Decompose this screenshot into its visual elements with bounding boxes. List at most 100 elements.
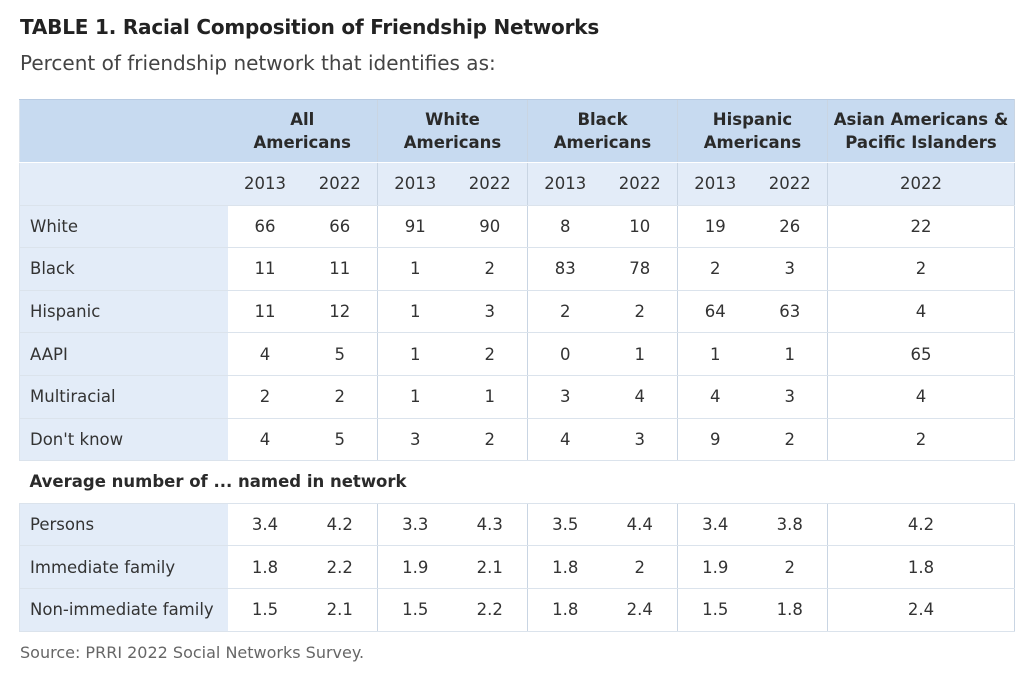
table-row: AAPI 4 5 1 2 0 1 1 1 65 <box>19 332 1015 376</box>
table-cell: 2.4 <box>827 588 1015 632</box>
year-header: 2013 <box>227 162 303 206</box>
table-cell: 1.9 <box>677 545 753 589</box>
year-header: 2022 <box>302 162 378 206</box>
table-cell: 11 <box>302 247 378 291</box>
table-cell: 4 <box>827 290 1015 334</box>
table-cell: 4 <box>827 375 1015 419</box>
table-cell: 3.4 <box>227 503 303 547</box>
table-cell: 3 <box>527 375 603 419</box>
table-cell: 3.4 <box>677 503 753 547</box>
section-header-row: Average number of ... named in network <box>19 460 1015 504</box>
table-cell: 3.8 <box>752 503 828 547</box>
table-cell: 4.2 <box>827 503 1015 547</box>
table-cell: 3.3 <box>377 503 453 547</box>
table-cell: 5 <box>302 418 378 462</box>
table-cell: 3 <box>377 418 453 462</box>
group-header-black: Black Americans <box>527 99 678 163</box>
row-label: Multiracial <box>19 375 228 419</box>
table-row: Multiracial 2 2 1 1 3 4 4 3 4 <box>19 375 1015 419</box>
table-cell: 8 <box>527 205 603 249</box>
table-cell: 2.2 <box>452 588 528 632</box>
table-cell: 1.5 <box>227 588 303 632</box>
table-cell: 5 <box>302 332 378 376</box>
table-cell: 4 <box>227 332 303 376</box>
table-cell: 1 <box>377 290 453 334</box>
group-header-all: All Americans <box>227 99 378 163</box>
table-cell: 2.2 <box>302 545 378 589</box>
year-header: 2022 <box>827 162 1015 206</box>
table-cell: 4.4 <box>602 503 678 547</box>
year-header: 2022 <box>602 162 678 206</box>
composition-rows: White 66 66 91 90 8 10 19 26 22 Black 11 11 1 2 83 78 2 3 2… <box>19 205 1015 462</box>
table-cell: 1.8 <box>827 545 1015 589</box>
table-cell: 2 <box>452 247 528 291</box>
table-cell: 0 <box>527 332 603 376</box>
table-cell: 1 <box>377 247 453 291</box>
header-corner <box>19 99 228 163</box>
table-cell: 1 <box>452 375 528 419</box>
table-cell: 2 <box>227 375 303 419</box>
year-header: 2022 <box>752 162 828 206</box>
row-label: Don't know <box>19 418 228 462</box>
year-header-corner <box>19 162 228 206</box>
table-cell: 1.8 <box>527 588 603 632</box>
table-cell: 1.8 <box>227 545 303 589</box>
table-cell: 1.5 <box>677 588 753 632</box>
row-label: Hispanic <box>19 290 228 334</box>
table-cell: 26 <box>752 205 828 249</box>
table-cell: 64 <box>677 290 753 334</box>
table-cell: 2 <box>452 418 528 462</box>
table-row: White 66 66 91 90 8 10 19 26 22 <box>19 205 1015 249</box>
table-row: Persons 3.4 4.2 3.3 4.3 3.5 4.4 3.4 3.8 4.2 <box>19 503 1015 547</box>
source-note: Source: PRRI 2022 Social Networks Survey… <box>20 643 365 662</box>
table-cell: 63 <box>752 290 828 334</box>
table-cell: 1.8 <box>752 588 828 632</box>
friendship-network-table: All Americans White Americans Black Amer… <box>19 99 1015 632</box>
year-header: 2022 <box>452 162 528 206</box>
table-cell: 2.1 <box>302 588 378 632</box>
table-cell: 11 <box>227 290 303 334</box>
table-row: Black 11 11 1 2 83 78 2 3 2 <box>19 247 1015 291</box>
table-cell: 19 <box>677 205 753 249</box>
table-cell: 66 <box>227 205 303 249</box>
row-label: White <box>19 205 228 249</box>
table-cell: 1.8 <box>527 545 603 589</box>
table-cell: 4 <box>602 375 678 419</box>
row-label: Immediate family <box>19 545 228 589</box>
table-cell: 22 <box>827 205 1015 249</box>
table-cell: 83 <box>527 247 603 291</box>
row-label: Black <box>19 247 228 291</box>
table-cell: 2 <box>677 247 753 291</box>
table-cell: 91 <box>377 205 453 249</box>
table-cell: 65 <box>827 332 1015 376</box>
table-cell: 12 <box>302 290 378 334</box>
table-cell: 3 <box>752 375 828 419</box>
table-cell: 3.5 <box>527 503 603 547</box>
table-cell: 78 <box>602 247 678 291</box>
group-header-row: All Americans White Americans Black Amer… <box>19 99 1015 163</box>
year-header: 2013 <box>527 162 603 206</box>
table-cell: 9 <box>677 418 753 462</box>
table-subtitle: Percent of friendship network that ident… <box>20 51 496 75</box>
table-cell: 11 <box>227 247 303 291</box>
row-label: Non-immediate family <box>19 588 228 632</box>
year-header-row: 2013 2022 2013 2022 2013 2022 2013 2022 … <box>19 162 1015 206</box>
group-header-white: White Americans <box>377 99 528 163</box>
table-row: Hispanic 11 12 1 3 2 2 64 63 4 <box>19 290 1015 334</box>
row-label: AAPI <box>19 332 228 376</box>
table-cell: 2 <box>452 332 528 376</box>
table-cell: 1 <box>377 332 453 376</box>
section-label: Average number of ... named in network <box>19 460 1015 504</box>
table-cell: 4 <box>227 418 303 462</box>
year-header: 2013 <box>677 162 753 206</box>
table-title: TABLE 1. Racial Composition of Friendshi… <box>20 15 600 39</box>
table-row: Non-immediate family 1.5 2.1 1.5 2.2 1.8 2.4 1.… <box>19 588 1015 632</box>
table-cell: 2 <box>827 418 1015 462</box>
table-cell: 4 <box>527 418 603 462</box>
table-cell: 2 <box>602 545 678 589</box>
table-cell: 4 <box>677 375 753 419</box>
table-cell: 2 <box>602 290 678 334</box>
table-cell: 3 <box>602 418 678 462</box>
table-cell: 1 <box>602 332 678 376</box>
table-cell: 10 <box>602 205 678 249</box>
